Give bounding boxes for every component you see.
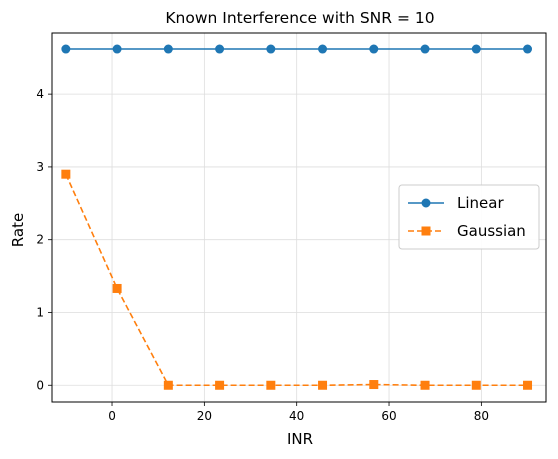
y-tick-label: 4 xyxy=(36,87,44,101)
data-point-linear xyxy=(523,44,533,54)
data-point-gaussian xyxy=(266,380,276,390)
x-tick-label: 40 xyxy=(289,409,304,423)
legend-item-linear: Linear xyxy=(408,194,504,212)
legend-item-gaussian: Gaussian xyxy=(408,222,526,240)
x-tick-label: 60 xyxy=(381,409,396,423)
legend-box xyxy=(398,184,540,250)
data-point-linear xyxy=(163,44,173,54)
data-point-gaussian xyxy=(523,380,533,390)
data-point-gaussian xyxy=(318,380,328,390)
x-tick-label: 20 xyxy=(197,409,212,423)
data-point-linear xyxy=(420,44,430,54)
data-point-linear xyxy=(421,198,431,208)
data-point-gaussian xyxy=(61,169,71,179)
chart-title: Known Interference with SNR = 10 xyxy=(165,9,434,27)
series-linear xyxy=(61,44,533,54)
plot-frame xyxy=(51,32,547,403)
y-tick-label: 1 xyxy=(36,305,44,319)
data-point-gaussian xyxy=(420,380,430,390)
y-tick-label: 0 xyxy=(36,378,44,392)
legend: Linear Gaussian xyxy=(398,184,540,250)
data-point-linear xyxy=(471,44,481,54)
data-point-linear xyxy=(61,44,71,54)
data-point-linear xyxy=(112,44,122,54)
data-point-gaussian xyxy=(471,380,481,390)
data-point-gaussian xyxy=(369,380,379,390)
series-gaussian xyxy=(61,169,533,390)
y-tick-label: 2 xyxy=(36,233,44,247)
x-tick-label: 0 xyxy=(108,409,116,423)
data-point-gaussian xyxy=(421,226,431,236)
legend-label: Gaussian xyxy=(457,222,526,240)
data-point-linear xyxy=(318,44,328,54)
axis-ticks: 0 20 40 60 80 0 1 2 3 4 xyxy=(36,87,489,423)
series-line-gaussian xyxy=(65,173,528,387)
legend-label: Linear xyxy=(457,194,504,212)
y-axis-label: Rate xyxy=(9,213,27,247)
data-point-gaussian xyxy=(163,380,173,390)
y-tick-label: 3 xyxy=(36,160,44,174)
data-point-linear xyxy=(266,44,276,54)
x-tick-label: 80 xyxy=(474,409,489,423)
series-layer xyxy=(61,44,533,390)
x-axis-label: INR xyxy=(287,430,313,448)
data-point-gaussian xyxy=(112,283,122,293)
data-point-linear xyxy=(369,44,379,54)
data-point-linear xyxy=(215,44,225,54)
data-point-gaussian xyxy=(215,380,225,390)
